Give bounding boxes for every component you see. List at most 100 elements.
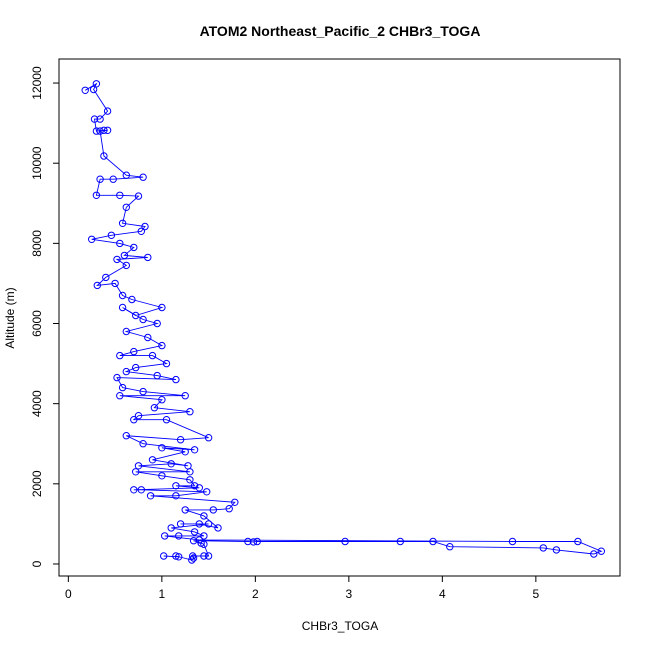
y-tick-label: 0 [30, 560, 44, 567]
data-point [109, 175, 117, 183]
data-point [122, 261, 131, 270]
data-point [116, 392, 124, 400]
data-point [103, 107, 112, 115]
data-point [190, 482, 199, 490]
data-point [160, 552, 168, 560]
data-point [231, 498, 239, 506]
data-point [102, 273, 110, 282]
data-point [122, 432, 131, 440]
data-point [190, 446, 199, 454]
y-tick-label: 4000 [30, 390, 44, 417]
data-point [590, 550, 598, 558]
data-point [137, 227, 146, 236]
data-point [186, 476, 194, 484]
data-point [118, 303, 127, 312]
data-point [139, 315, 147, 324]
data-point [141, 222, 149, 231]
series-line [84, 82, 603, 561]
data-point [446, 543, 454, 551]
data-point [132, 363, 140, 372]
data-point [158, 303, 166, 312]
data-point [214, 524, 222, 532]
data-point [134, 192, 143, 200]
data-point [195, 484, 204, 492]
x-tick-label: 4 [439, 587, 446, 601]
data-point [144, 333, 152, 342]
y-tick-label: 8000 [30, 230, 44, 257]
y-tick-label: 10000 [30, 146, 44, 180]
x-axis-label: CHBr3_TOGA [302, 619, 378, 633]
data-point [122, 327, 131, 336]
x-axis: 0 1 2 3 4 5 [65, 575, 540, 601]
data-point [341, 537, 349, 546]
data-point [137, 486, 146, 494]
y-tick-label: 6000 [30, 310, 44, 337]
data-point [81, 86, 89, 95]
data-point [116, 351, 124, 360]
data-point [158, 472, 166, 480]
data-point [175, 532, 183, 540]
data-point [597, 547, 605, 555]
data-point [189, 537, 198, 545]
data-point [92, 80, 101, 88]
data-point [130, 347, 138, 356]
data-point [158, 396, 166, 404]
data-point [92, 191, 101, 200]
data-point [153, 371, 161, 380]
data-point [118, 383, 127, 392]
data-point [204, 434, 213, 442]
data-point [100, 126, 108, 135]
y-axis: 0 2000 4000 6000 8000 10000 12000 [30, 66, 60, 567]
y-axis-label: Altitude (m) [3, 287, 17, 348]
data-point [396, 537, 404, 546]
data-point [130, 416, 138, 424]
data-point [90, 115, 99, 123]
data-point [116, 191, 124, 200]
data-point [181, 506, 189, 514]
data-point [225, 505, 233, 513]
data-point [253, 537, 261, 546]
data-point [203, 488, 211, 496]
data-point [539, 544, 547, 552]
x-tick-label: 2 [252, 587, 259, 601]
data-point [122, 203, 131, 212]
data-point [134, 462, 143, 470]
data-point [172, 482, 180, 490]
data-point [429, 537, 437, 546]
plot-area [81, 80, 605, 564]
data-point [204, 552, 213, 560]
data-point [107, 231, 116, 240]
data-point [186, 468, 194, 476]
data-point [249, 538, 258, 546]
data-point [128, 295, 136, 304]
data-point [200, 512, 208, 520]
data-point [161, 532, 169, 540]
data-point [200, 532, 208, 540]
data-point [120, 251, 129, 260]
y-tick-label: 2000 [30, 470, 44, 497]
x-tick-label: 1 [159, 587, 166, 601]
data-point [122, 171, 131, 179]
data-point [186, 408, 194, 416]
data-point [153, 319, 161, 328]
data-point [103, 126, 112, 135]
data-point [204, 520, 213, 528]
data-point [118, 219, 127, 228]
plot-frame [58, 58, 621, 577]
data-point [132, 311, 140, 320]
data-point [200, 540, 208, 548]
data-point [172, 492, 180, 500]
data-point [96, 127, 104, 135]
data-point [92, 127, 101, 135]
data-point [139, 173, 147, 181]
data-point [139, 440, 147, 448]
data-point [139, 387, 147, 396]
x-tick-label: 0 [65, 587, 72, 601]
data-point [200, 552, 208, 560]
data-point [190, 528, 199, 536]
y-tick-label: 12000 [30, 66, 44, 100]
data-point [508, 537, 517, 546]
x-tick-label: 5 [533, 587, 540, 601]
data-point [209, 506, 218, 514]
data-point [130, 486, 138, 494]
